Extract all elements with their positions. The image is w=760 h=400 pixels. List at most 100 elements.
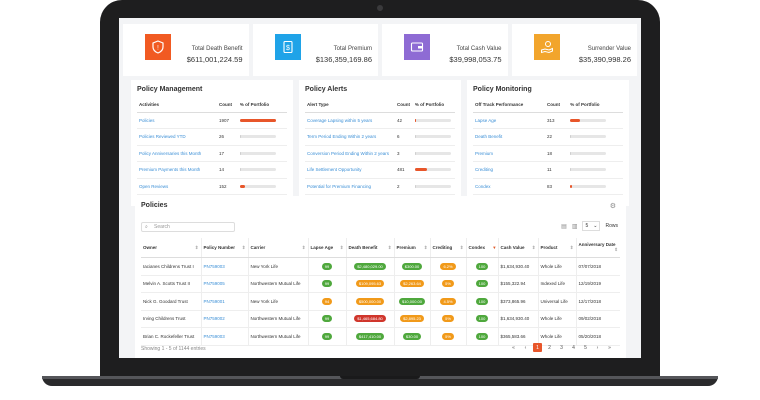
column-anniversary-date[interactable]: Anniversary Date ⇕: [576, 238, 620, 258]
policy-number-link[interactable]: PN759002: [201, 310, 249, 328]
count-cell: 3: [395, 145, 413, 162]
prev-page-icon[interactable]: ‹: [524, 344, 527, 351]
policy-number-link[interactable]: PN759003: [201, 257, 249, 276]
column-policy-number[interactable]: Policy Number ⇕: [201, 238, 249, 258]
table-row[interactable]: Policy Anniversaries this Month 17: [137, 145, 287, 162]
sort-icon[interactable]: ⇕: [241, 244, 246, 250]
alert-link[interactable]: Coverage Lapsing within 5 years: [305, 112, 395, 129]
search-input[interactable]: ⌕ Search: [141, 222, 235, 232]
performance-link[interactable]: Crediting: [473, 161, 545, 179]
stat-title: Surrender Value: [587, 46, 631, 52]
table-row[interactable]: Condex 83: [473, 178, 623, 195]
count-cell: 481: [395, 161, 413, 179]
export-csv-icon[interactable]: ▥: [571, 223, 578, 230]
portfolio-bar-fill: [239, 135, 241, 139]
portfolio-bar: [239, 184, 276, 188]
sort-icon[interactable]: ⇕: [614, 247, 618, 252]
table-row[interactable]: Nick G. Goodard Trust PN759001 New York Li…: [141, 292, 620, 311]
sort-icon[interactable]: ⇕: [194, 244, 199, 250]
sort-icon[interactable]: ⇕: [531, 244, 536, 250]
performance-link[interactable]: Death Benefit: [473, 128, 545, 146]
table-row[interactable]: Open Reviews 152: [137, 178, 287, 195]
activity-link[interactable]: Policies: [137, 112, 217, 129]
table-row[interactable]: Lapse Age 313: [473, 112, 623, 129]
performance-link[interactable]: Lapse Age: [473, 112, 545, 129]
rows-per-page-select[interactable]: 5 ⌄: [582, 221, 601, 231]
column-carrier[interactable]: Carrier ⇕: [248, 238, 309, 258]
sort-icon[interactable]: ⇕: [459, 244, 464, 250]
sort-icon[interactable]: ⇕: [387, 244, 392, 250]
activity-link[interactable]: Policy Anniversaries this Month: [137, 145, 217, 162]
next-page-icon[interactable]: ›: [596, 344, 599, 351]
performance-link[interactable]: Premium: [473, 145, 545, 162]
page-4[interactable]: 4: [572, 344, 575, 351]
lapse-age-cell: 99: [308, 310, 347, 328]
table-row[interactable]: Irving Childrens Trust PN759002 Northweste…: [141, 310, 620, 328]
svg-text:!: !: [157, 46, 159, 52]
table-row[interactable]: Policies Reviewed YTD 26: [137, 128, 287, 146]
table-row[interactable]: Premium Payments this Month 14: [137, 161, 287, 179]
column-owner[interactable]: Owner ⇕: [141, 238, 202, 258]
header-label: Crediting: [432, 244, 453, 250]
page-2[interactable]: 2: [548, 344, 551, 351]
activity-link[interactable]: Open Reviews: [137, 178, 217, 195]
sort-icon[interactable]: ▾: [493, 244, 496, 250]
policy-number-link[interactable]: PN759003: [201, 327, 249, 346]
gear-icon[interactable]: ⚙: [609, 203, 616, 210]
alert-link[interactable]: Life Settlement Opportunity: [305, 161, 395, 179]
page-5[interactable]: 5: [584, 344, 587, 351]
table-row[interactable]: Iacianes Childrens Trust I PN759003 New Yo…: [141, 257, 620, 276]
death-benefit-pill: $109,095.63: [355, 280, 385, 288]
table-row[interactable]: Policies 1907: [137, 112, 287, 129]
sort-icon[interactable]: ⇕: [301, 244, 306, 250]
column-product[interactable]: Product ⇕: [538, 238, 577, 258]
export-pdf-icon[interactable]: ▤: [561, 223, 567, 230]
table-row[interactable]: Premium 18: [473, 145, 623, 162]
owner-cell: Irving Childrens Trust: [141, 310, 202, 328]
performance-link[interactable]: Condex: [473, 178, 545, 195]
table-row[interactable]: Term Period Ending Within 2 years 6: [305, 128, 455, 146]
table-row[interactable]: Coverage Lapsing within 5 years 42: [305, 112, 455, 129]
column-condex[interactable]: Condex ▾: [466, 238, 499, 258]
count-cell: 22: [545, 128, 569, 146]
page-3[interactable]: 3: [560, 344, 563, 351]
activity-link[interactable]: Premium Payments this Month: [137, 161, 217, 179]
activity-link[interactable]: Policies Reviewed YTD: [137, 128, 217, 146]
column-death-benefit[interactable]: Death Benefit ⇕: [346, 238, 395, 258]
death-benefit-pill: $1,465,684.80: [354, 315, 386, 323]
portfolio-bar-fill: [570, 184, 573, 188]
product-cell: Indexed Life: [538, 275, 577, 293]
sort-icon[interactable]: ⇕: [339, 244, 344, 250]
table-row[interactable]: Brian C. Rockefeller Trust PN759003 Northw…: [141, 327, 620, 346]
carrier-cell: New York Life: [248, 257, 309, 276]
column-crediting[interactable]: Crediting ⇕: [430, 238, 467, 258]
column-cash-value[interactable]: Cash Value ⇕: [498, 238, 539, 258]
crediting-cell: 5%: [430, 310, 467, 328]
carrier-cell: Northwestern Mutual Life: [248, 275, 309, 293]
alert-link[interactable]: Conversion Period Ending Within 2 years: [305, 145, 395, 162]
svg-text:$: $: [286, 45, 290, 52]
table-tools: ▤ ▥ 5 ⌄ Rows: [561, 221, 618, 231]
table-row[interactable]: Conversion Period Ending Within 2 years 3: [305, 145, 455, 162]
stat-card-premium: $ Total Premium $136,359,169.86: [252, 24, 378, 76]
alert-link[interactable]: Potential for Premium Financing: [305, 178, 395, 195]
policy-number-link[interactable]: PN759001: [201, 292, 249, 311]
column-premium[interactable]: Premium ⇕: [394, 238, 431, 258]
page-1[interactable]: 1: [533, 343, 542, 352]
table-row[interactable]: Melvin A. Scotts Trust II PN759005 Northwe…: [141, 275, 620, 293]
alert-link[interactable]: Term Period Ending Within 2 years: [305, 128, 395, 146]
table-row[interactable]: Potential for Premium Financing 2: [305, 178, 455, 195]
first-page-icon[interactable]: «: [512, 344, 515, 351]
table-row[interactable]: Life Settlement Opportunity 481: [305, 161, 455, 179]
policy-number-link[interactable]: PN759005: [201, 275, 249, 293]
table-row[interactable]: Death Benefit 22: [473, 128, 623, 146]
count-cell: 152: [217, 178, 238, 195]
table-row[interactable]: Crediting 11: [473, 161, 623, 179]
last-page-icon[interactable]: »: [608, 344, 611, 351]
search-placeholder: Search: [154, 224, 170, 230]
header-label: Anniversary Date: [578, 242, 616, 247]
sort-icon[interactable]: ⇕: [569, 244, 574, 250]
column-lapse-age[interactable]: Lapse Age ⇕: [308, 238, 347, 258]
count-cell: 17: [217, 145, 238, 162]
sort-icon[interactable]: ⇕: [423, 244, 428, 250]
